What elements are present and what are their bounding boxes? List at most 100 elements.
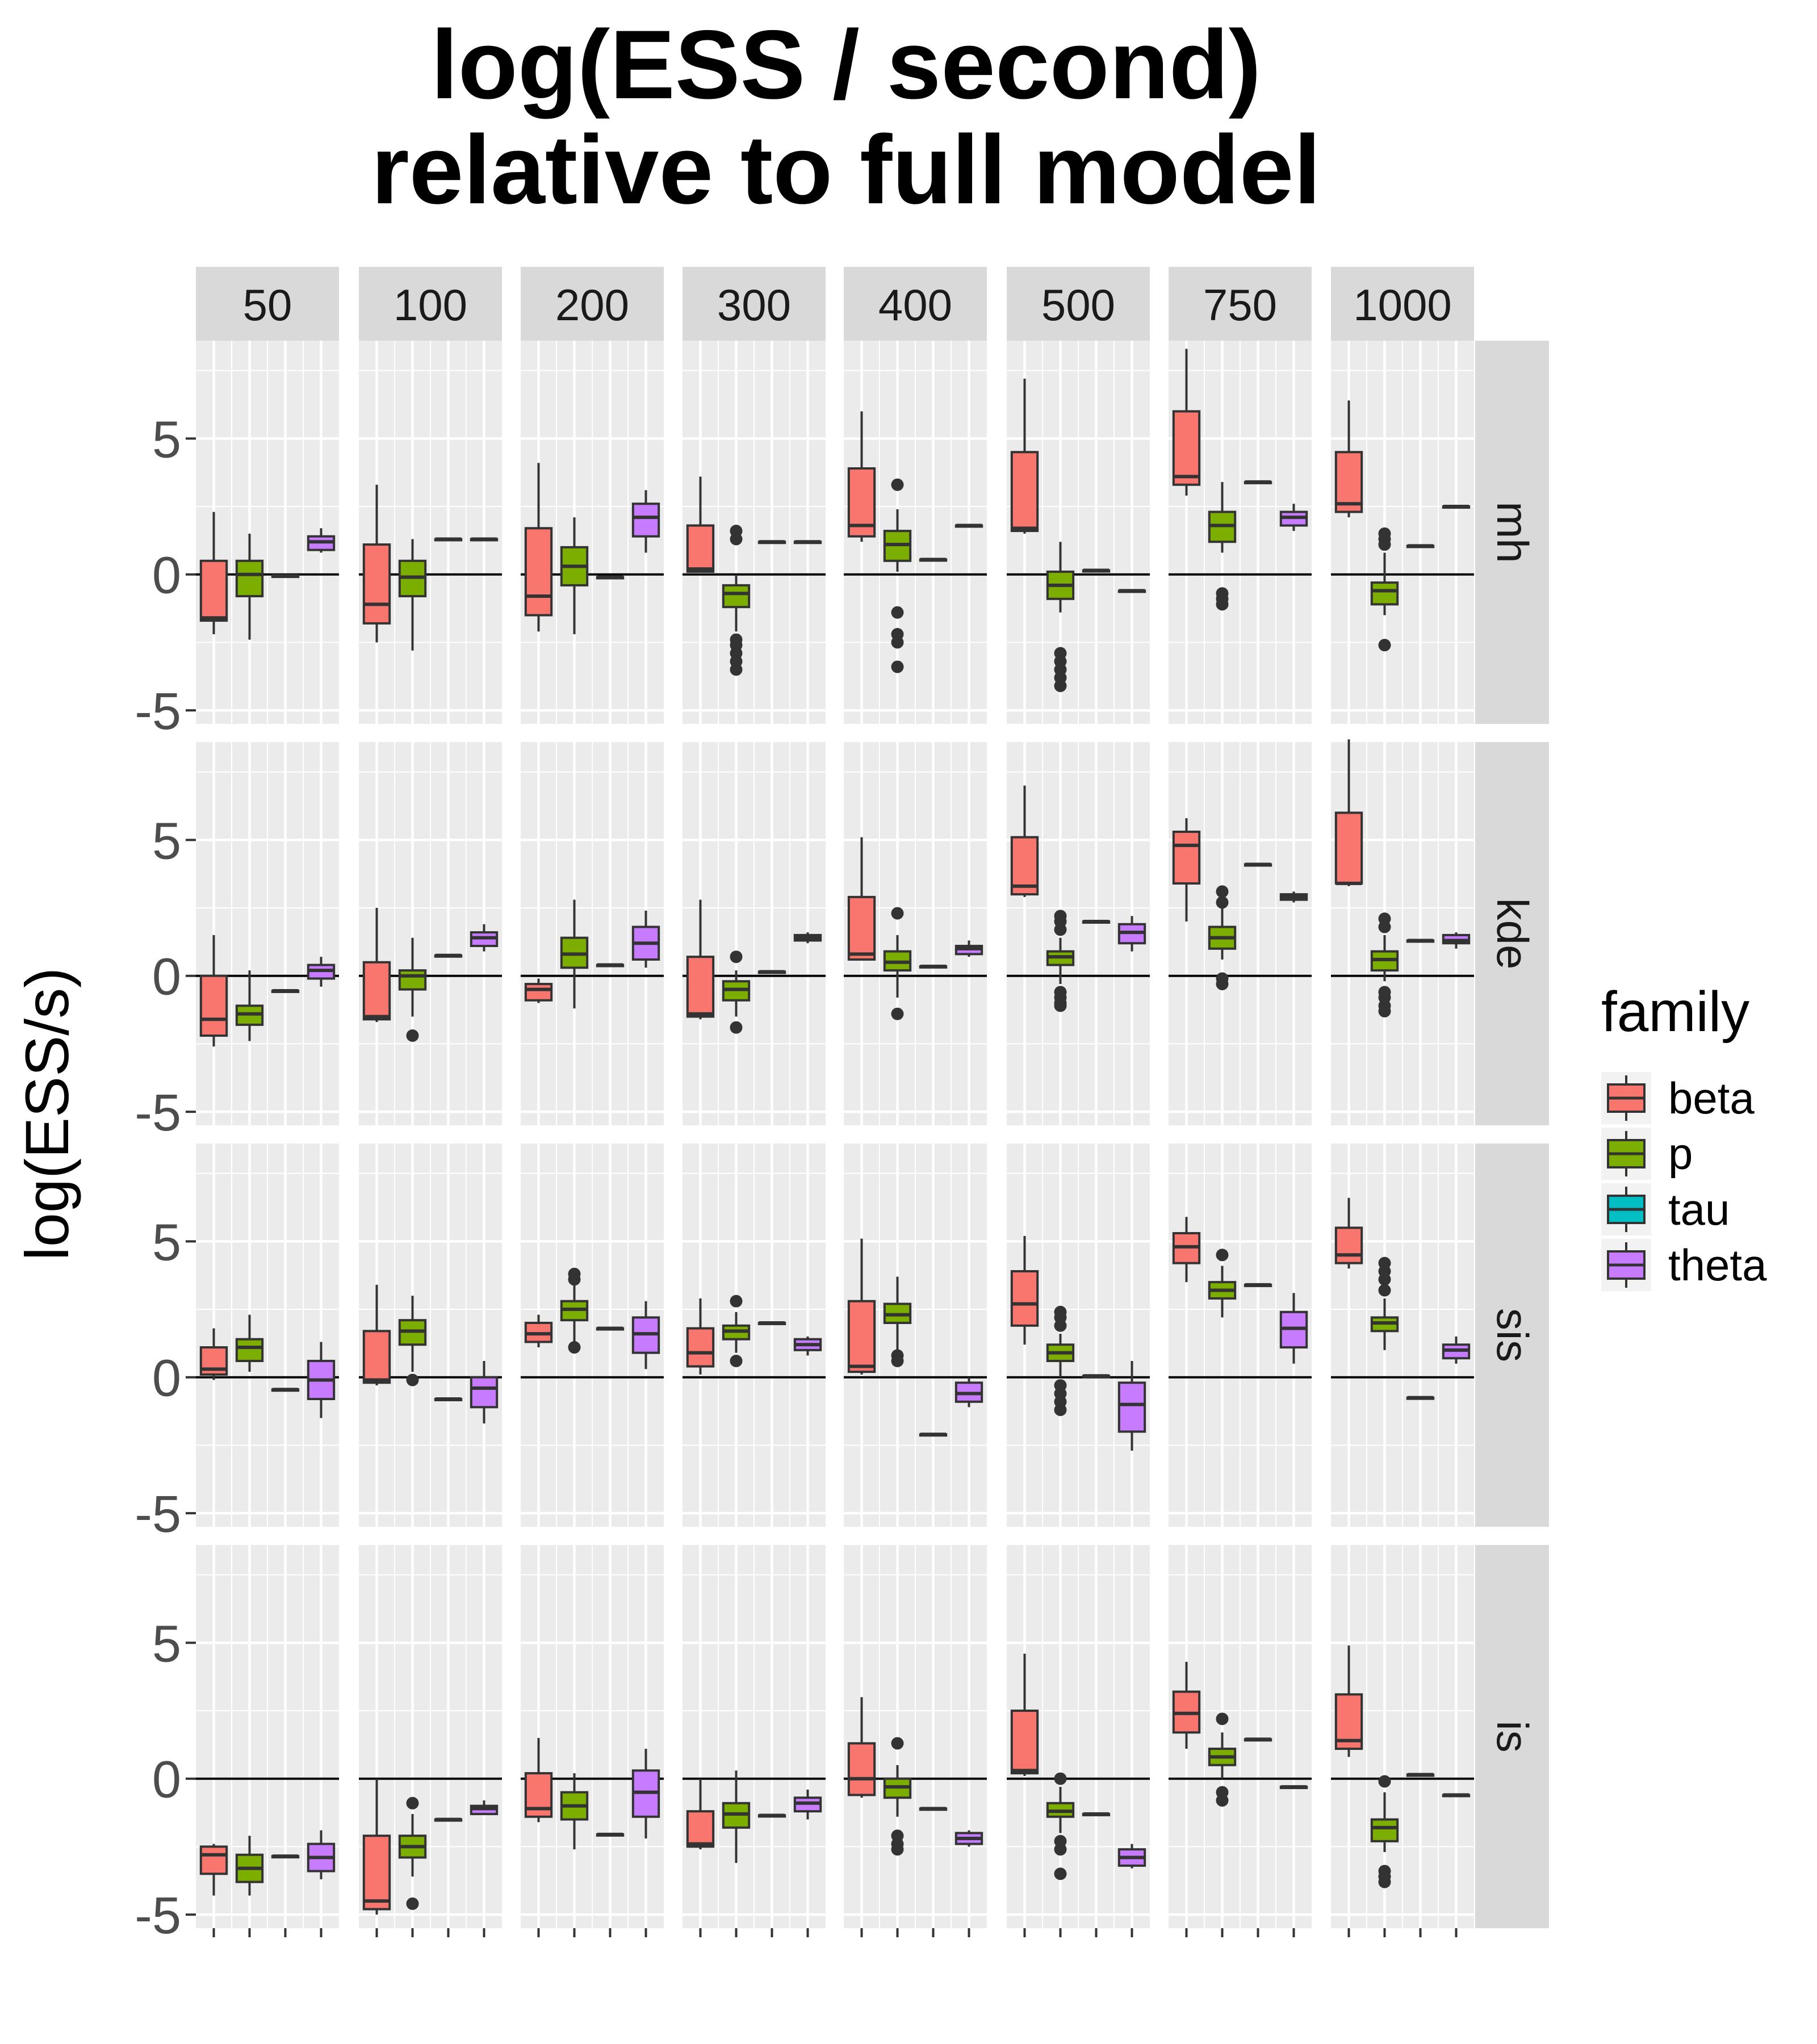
row-strip-label: mh <box>1488 501 1538 563</box>
col-strip-label: 200 <box>555 280 629 330</box>
box-beta <box>686 1327 715 1368</box>
panel <box>1007 742 1150 1125</box>
panel <box>359 742 502 1125</box>
box-beta <box>686 1810 715 1848</box>
facet-panels: 50 100 200 300 400 500 750 1000mh-505kde-505sis… <box>135 267 1549 1945</box>
outlier-point <box>891 1843 904 1856</box>
panel <box>1169 1144 1312 1527</box>
outlier-point <box>1378 527 1391 540</box>
panel <box>359 341 502 724</box>
legend-title: family <box>1601 980 1749 1044</box>
panel <box>844 742 987 1125</box>
row-strip <box>1475 1545 1549 1928</box>
outlier-point <box>891 606 904 619</box>
box-p <box>1370 581 1399 606</box>
box-beta <box>1010 1270 1039 1327</box>
col-strip <box>521 267 664 341</box>
panel <box>683 341 826 724</box>
panel <box>359 1545 502 1928</box>
col-strip <box>359 267 502 341</box>
legend-item-label: tau <box>1668 1184 1730 1234</box>
box-beta <box>1172 830 1201 885</box>
box-beta <box>686 524 715 573</box>
outlier-point <box>1216 978 1229 991</box>
y-tick-label: 5 <box>152 411 181 468</box>
outlier-point <box>730 1295 743 1308</box>
outlier-point <box>891 1349 904 1362</box>
outlier-point <box>1216 1794 1229 1807</box>
panel <box>844 341 987 724</box>
outlier-point <box>406 1373 419 1387</box>
panel <box>1331 1144 1474 1527</box>
outlier-point <box>1054 1772 1067 1785</box>
outlier-point <box>1216 885 1229 898</box>
box-beta <box>847 1742 876 1796</box>
col-strip-label: 750 <box>1203 280 1277 330</box>
panel <box>521 1144 664 1527</box>
panel <box>683 742 826 1125</box>
col-strip-label: 100 <box>393 280 467 330</box>
box-beta <box>1334 1226 1363 1264</box>
col-strip <box>196 267 339 341</box>
outlier-point <box>730 950 743 964</box>
box-beta <box>1010 1710 1039 1775</box>
panel <box>1169 1545 1312 1928</box>
outlier-point <box>891 660 904 673</box>
y-tick-label: 0 <box>152 1751 181 1809</box>
panel <box>196 1144 339 1527</box>
y-tick-label: 0 <box>152 547 181 605</box>
col-strip-label: 500 <box>1041 280 1115 330</box>
outlier-point <box>1378 1004 1391 1017</box>
box-beta <box>362 1330 391 1384</box>
col-strip <box>844 267 987 341</box>
box-beta <box>1334 451 1363 513</box>
panel <box>1331 341 1474 724</box>
y-tick-label: -5 <box>135 1887 181 1945</box>
row-strip-label: sis <box>1488 1308 1538 1362</box>
box-p <box>398 969 427 991</box>
panel <box>521 1545 664 1928</box>
y-tick-label: 0 <box>152 1350 181 1408</box>
box-theta <box>1117 1381 1146 1433</box>
y-tick-label: 5 <box>152 1615 181 1673</box>
outlier-point <box>568 1341 581 1354</box>
outlier-point <box>891 1007 904 1020</box>
box-beta <box>686 956 715 1018</box>
outlier-point <box>1216 1712 1229 1725</box>
outlier-point <box>891 1737 904 1750</box>
outlier-point <box>730 1021 743 1034</box>
panel <box>196 1545 339 1928</box>
box-theta <box>470 1376 499 1409</box>
outlier-point <box>891 478 904 491</box>
box-p <box>722 584 751 609</box>
box-beta <box>362 543 391 625</box>
outlier-point <box>730 663 743 676</box>
outlier-point <box>1054 679 1067 692</box>
outlier-point <box>891 636 904 649</box>
box-p <box>235 1338 264 1362</box>
box-beta <box>1010 451 1039 533</box>
box-p <box>235 559 264 597</box>
outlier-point <box>1054 1404 1067 1417</box>
panel <box>521 341 664 724</box>
row-strip-label: is <box>1488 1720 1538 1752</box>
panel <box>844 1144 987 1527</box>
outlier-point <box>1378 1284 1391 1297</box>
box-beta <box>1334 811 1363 885</box>
legend-item-p: p <box>1601 1128 1693 1180</box>
outlier-point <box>1216 896 1229 909</box>
box-beta <box>199 974 228 1037</box>
legend-item-label: theta <box>1668 1240 1767 1290</box>
panel <box>1007 1144 1150 1527</box>
legend-item-tau: tau <box>1601 1183 1730 1235</box>
y-tick-label: -5 <box>135 1084 181 1142</box>
col-strip-label: 400 <box>878 280 952 330</box>
panel <box>359 1144 502 1527</box>
outlier-point <box>568 1267 581 1280</box>
outlier-point <box>1054 999 1067 1012</box>
outlier-point <box>1378 912 1391 925</box>
y-tick-label: -5 <box>135 1485 181 1543</box>
panel <box>196 742 339 1125</box>
